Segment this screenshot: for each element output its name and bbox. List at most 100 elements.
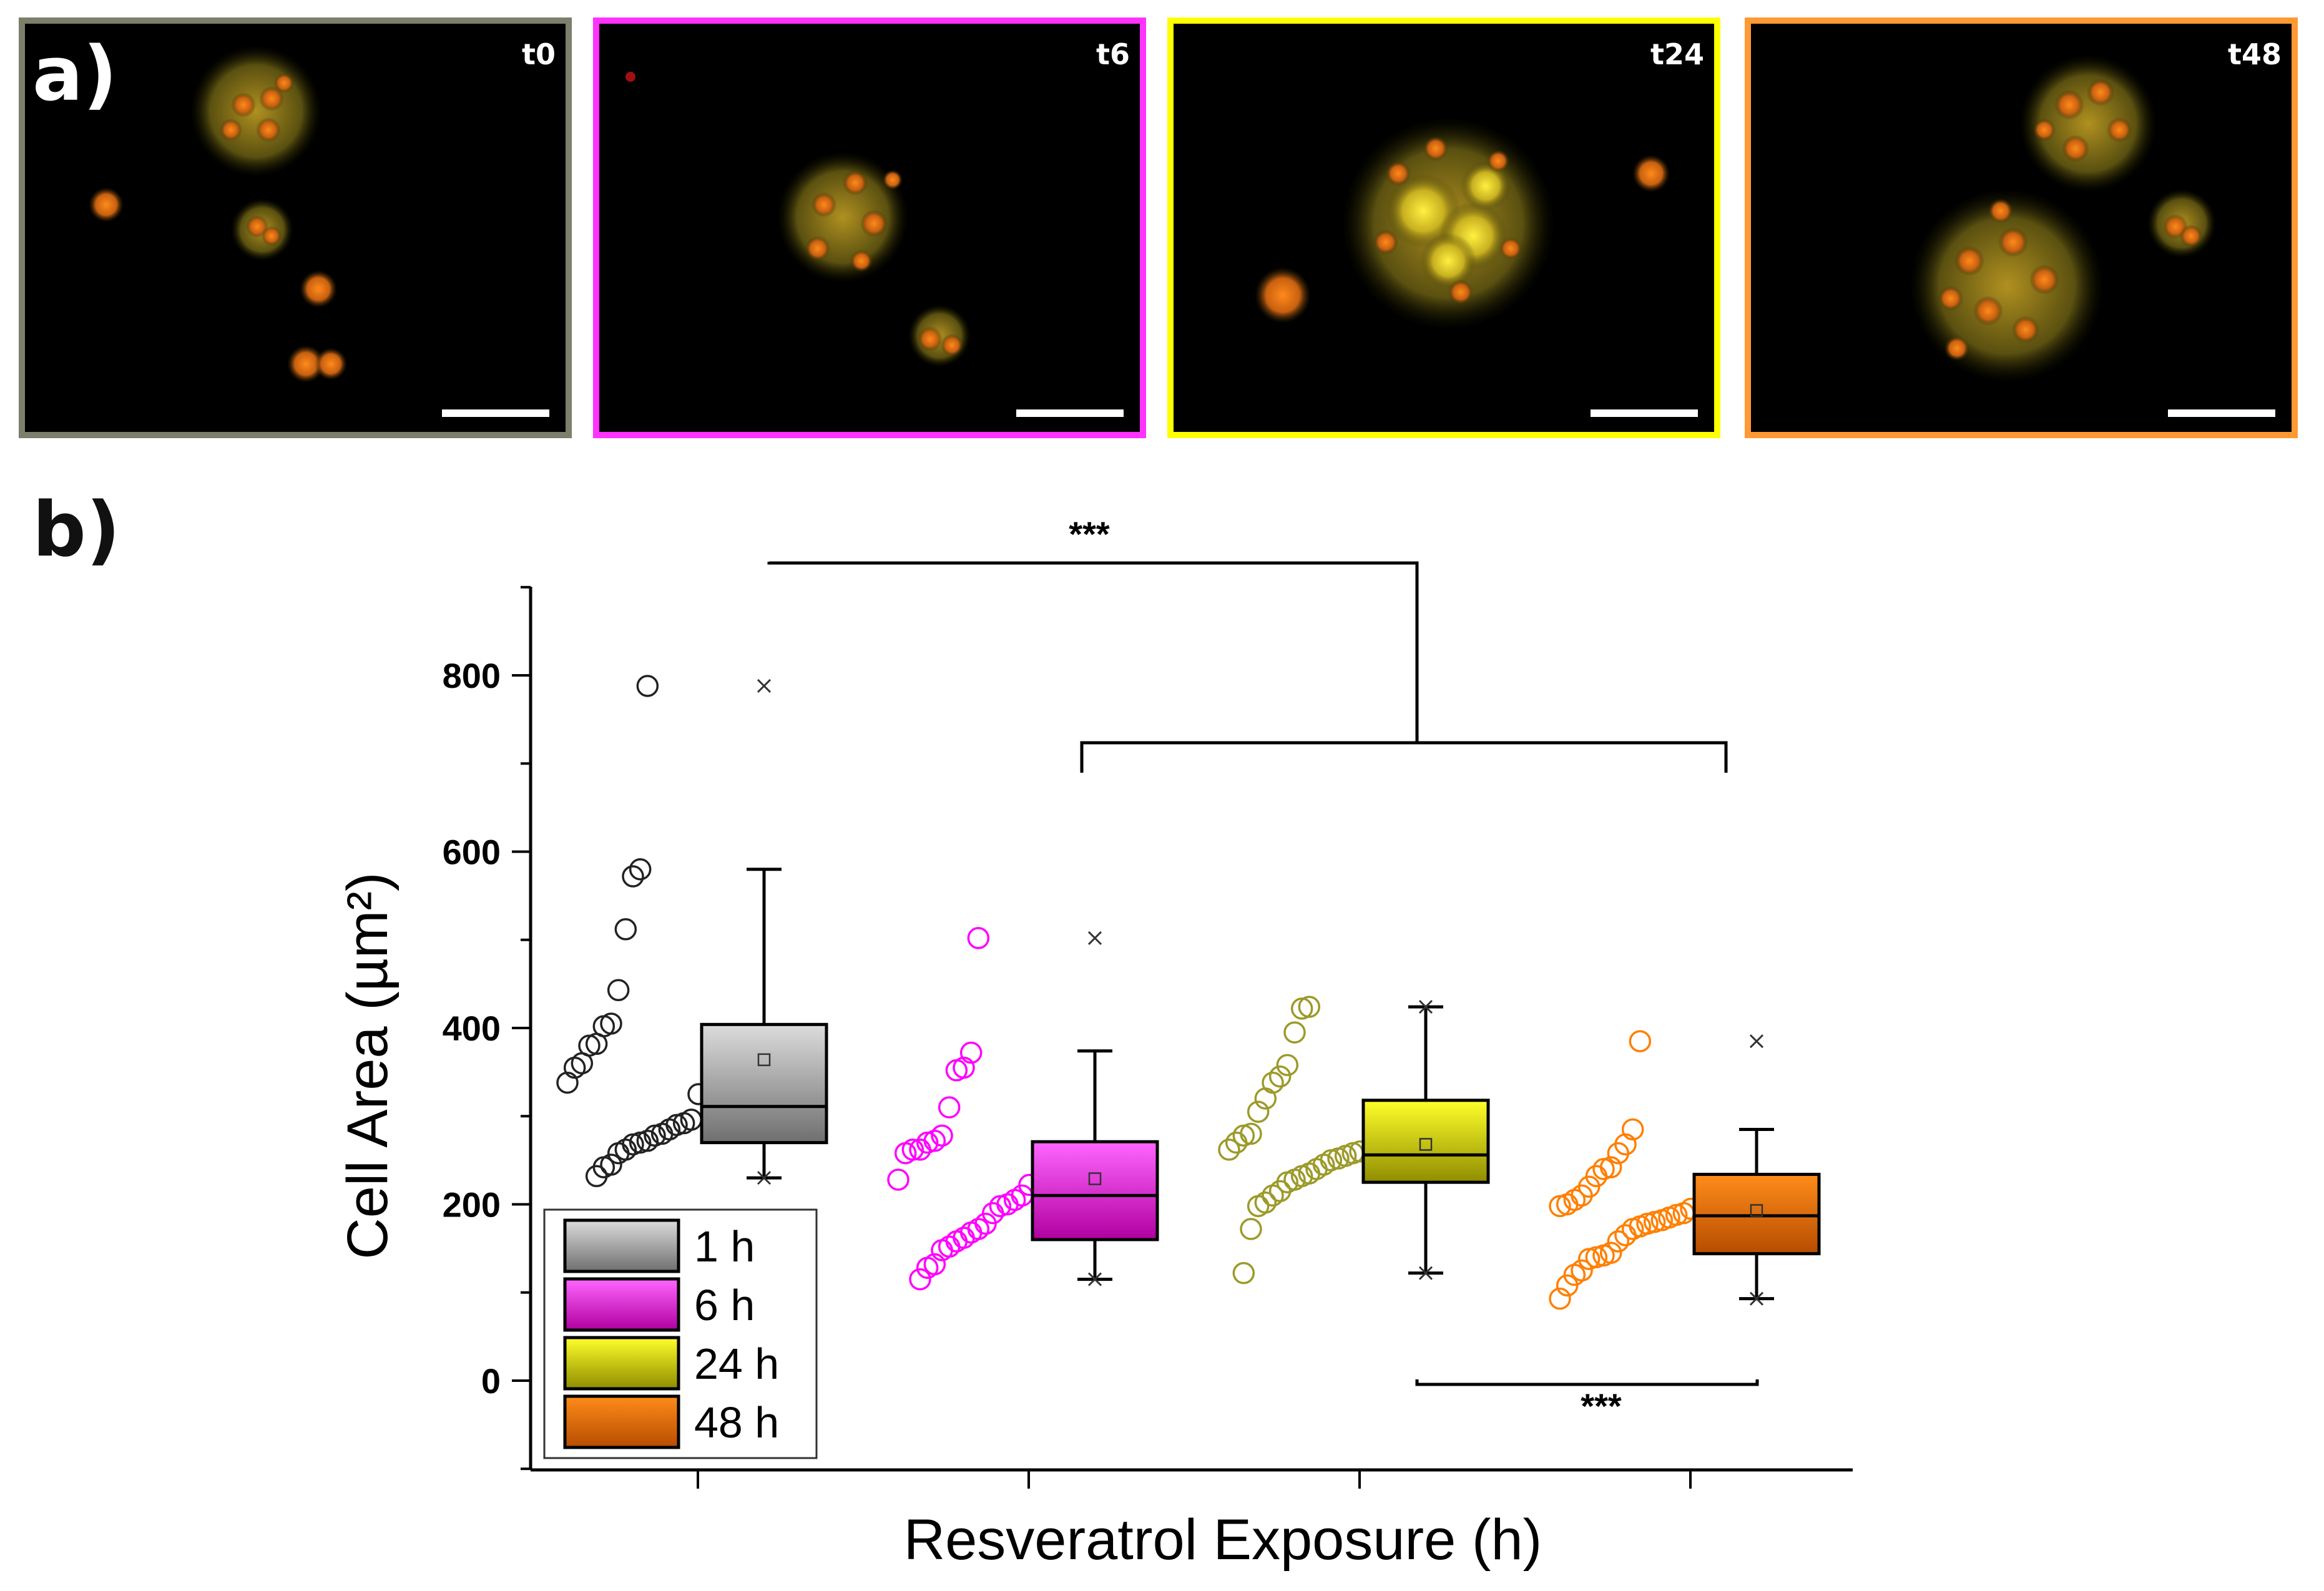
data-point (629, 858, 652, 881)
data-point (1262, 1184, 1284, 1207)
y-axis-title: Cell Area (µm²) (336, 872, 400, 1259)
cell-clusters-image (1255, 117, 1670, 330)
y-tick-label: 600 (443, 833, 501, 872)
data-point (1232, 1261, 1255, 1285)
data-point (945, 1059, 968, 1082)
time-label: t48 (2227, 37, 2282, 71)
significance-bracket-top: *** (767, 514, 1728, 773)
data-point (931, 1124, 953, 1147)
y-tick-label: 400 (443, 1009, 501, 1048)
data-point (1268, 1180, 1292, 1203)
data-point (1614, 1224, 1637, 1246)
mean-marker (757, 1053, 771, 1067)
iqr-box (700, 1022, 828, 1145)
legend-item: 6 h (563, 1277, 755, 1332)
data-point (607, 1142, 630, 1165)
data-point (916, 1256, 939, 1279)
data-point (1621, 1118, 1644, 1141)
data-point (1571, 1184, 1593, 1207)
min-marker (1418, 1266, 1433, 1280)
legend-swatch (563, 1336, 680, 1391)
data-point (1247, 1195, 1270, 1218)
data-point (1556, 1274, 1579, 1297)
data-point (959, 1041, 983, 1064)
min-marker (757, 1171, 772, 1185)
legend-item: 1 h (563, 1218, 755, 1273)
y-tick-label: 800 (443, 656, 501, 695)
time-label: t24 (1650, 37, 1704, 71)
significance-bracket-bottom: *** (1415, 1379, 1759, 1426)
bracket-line (1080, 741, 1728, 773)
data-point (909, 1138, 931, 1161)
mean-marker (1750, 1204, 1763, 1217)
micrograph-t6: t6 (593, 17, 1146, 438)
legend-label: 48 h (694, 1398, 779, 1447)
data-point (967, 927, 990, 949)
data-point (1283, 1021, 1306, 1044)
scale-bar (1016, 409, 1124, 417)
data-point (1607, 1142, 1630, 1165)
outlier-marker (757, 678, 772, 693)
data-point (1225, 1131, 1248, 1154)
outlier-marker (1749, 1034, 1764, 1049)
legend-label: 24 h (694, 1339, 779, 1388)
data-point (614, 918, 637, 941)
panel-b-label: b) (32, 487, 120, 574)
data-point (931, 1239, 953, 1261)
data-point (1254, 1087, 1277, 1110)
data-point (1276, 1054, 1299, 1077)
data-point (563, 1056, 586, 1079)
data-point (1240, 1218, 1262, 1240)
legend-swatch (563, 1394, 680, 1449)
data-point (622, 865, 644, 888)
cell-clusters-image (1910, 55, 2216, 383)
data-point (556, 1071, 579, 1094)
series-48-h (1549, 1030, 1821, 1310)
data-point (1247, 1100, 1270, 1123)
y-tick-label: 0 (481, 1361, 501, 1401)
significance-label: *** (1069, 514, 1110, 554)
bracket-line (1415, 1379, 1759, 1386)
data-point (644, 1124, 666, 1147)
legend-swatch (563, 1277, 680, 1332)
data-point (1290, 997, 1313, 1020)
data-point (636, 675, 659, 697)
data-point (571, 1052, 594, 1075)
data-point (1268, 1065, 1292, 1088)
data-point (909, 1268, 931, 1291)
iqr-box (1031, 1140, 1159, 1241)
iqr-box (1361, 1099, 1490, 1184)
outlier-marker (1087, 931, 1102, 945)
data-point (585, 1165, 608, 1188)
micrograph-t0: t0 (19, 17, 572, 438)
min-marker (1087, 1272, 1102, 1286)
legend-swatch (563, 1218, 680, 1273)
data-point (989, 1195, 1012, 1218)
panel-a-label: a) (32, 31, 117, 118)
data-point (1549, 1195, 1571, 1218)
mean-marker (1419, 1138, 1433, 1151)
data-point (1218, 1138, 1240, 1161)
micrograph-t24: t24 (1167, 17, 1720, 438)
micrograph-t48: t48 (1745, 17, 2298, 438)
data-point (1549, 1287, 1571, 1310)
data-point (887, 1168, 909, 1191)
legend-label: 6 h (694, 1281, 755, 1329)
scale-bar (2168, 409, 2275, 417)
data-point (1629, 1030, 1652, 1052)
data-point (1621, 1218, 1644, 1240)
legend-item: 24 h (563, 1336, 779, 1391)
y-tick-label: 200 (443, 1185, 501, 1225)
bracket-line (767, 561, 1419, 743)
series-24-h (1218, 996, 1490, 1285)
time-label: t0 (522, 37, 556, 71)
data-point (894, 1142, 917, 1165)
cell-clusters-image (625, 72, 971, 367)
data-point (1577, 1248, 1601, 1270)
series-1-h (556, 675, 828, 1188)
scale-bar (442, 409, 549, 417)
significance-label: *** (1581, 1386, 1622, 1426)
data-point (1232, 1124, 1255, 1147)
x-axis-title: Resveratrol Exposure (h) (904, 1508, 1542, 1572)
